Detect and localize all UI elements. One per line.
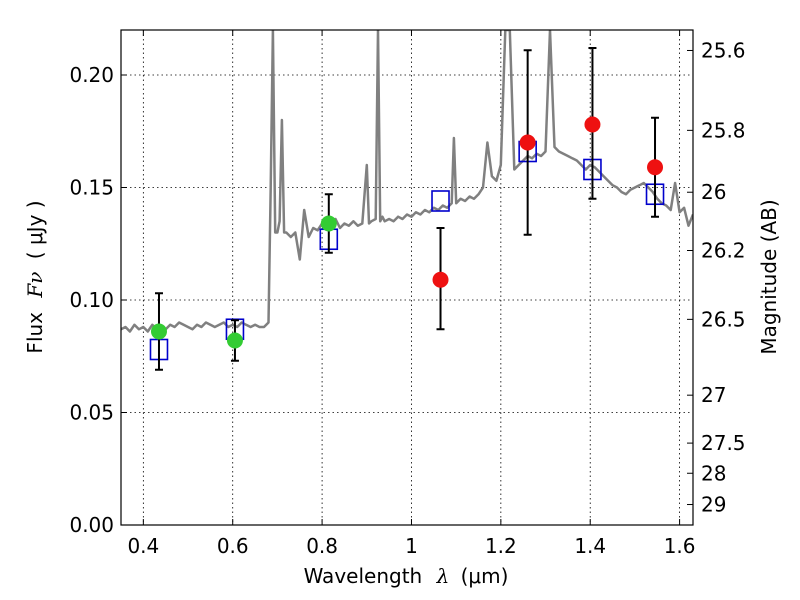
observed-optical-point	[150, 323, 167, 340]
x-tick-label: 1.4	[574, 534, 606, 558]
model-photometry-square	[431, 190, 450, 212]
right-tick-label: 25.6	[701, 38, 746, 62]
observed-optical-point	[226, 332, 243, 349]
observed-nir-point	[584, 116, 601, 133]
x-tick-label: 1.2	[485, 534, 517, 558]
x-tick-label: 1.6	[664, 534, 696, 558]
ticks: 0.4 0.6 0.8 1 1.2 1.4 1.6 0.00 0.05 0.10 0.15 0.20 2…	[69, 30, 746, 558]
y-tick-label: 0.05	[69, 401, 114, 425]
right-tick-label: 28	[701, 461, 726, 485]
y-tick-label: 0.20	[69, 63, 114, 87]
right-tick-label: 29	[701, 493, 726, 517]
right-tick-label: 27.5	[701, 431, 746, 455]
y-tick-label: 0.10	[69, 288, 114, 312]
y-axis-label: Flux Fν ( μJy )	[23, 200, 47, 353]
markers	[149, 47, 665, 371]
right-axis-label: Magnitude (AB)	[757, 199, 781, 354]
right-tick-label: 26.5	[701, 307, 746, 331]
y-axis-label-text: Flux	[23, 312, 47, 354]
y-axis-label-unit: ( μJy )	[23, 200, 47, 259]
right-tick-label: 27	[701, 383, 726, 407]
plot-frame	[120, 29, 694, 526]
observed-nir-point	[432, 271, 449, 288]
x-axis-label-unit: (μm)	[461, 564, 509, 588]
y-axis-label-symbol: Fν	[23, 272, 47, 299]
x-tick-label: 1	[405, 534, 418, 558]
observed-nir-point	[647, 159, 664, 176]
y-tick-label: 0.15	[69, 176, 114, 200]
right-tick-label: 25.8	[701, 118, 746, 142]
observed-optical-point	[320, 215, 337, 232]
x-axis-label-text: Wavelength	[304, 564, 423, 588]
x-axis-label: Wavelength λ (μm)	[304, 564, 509, 588]
x-tick-label: 0.4	[127, 534, 159, 558]
x-tick-label: 0.6	[217, 534, 249, 558]
x-tick-label: 0.8	[306, 534, 338, 558]
y-tick-label: 0.00	[69, 513, 114, 537]
observed-nir-point	[519, 134, 536, 151]
right-tick-label: 26.2	[701, 239, 746, 263]
right-tick-label: 26	[701, 180, 726, 204]
x-axis-label-symbol: λ	[436, 564, 450, 588]
